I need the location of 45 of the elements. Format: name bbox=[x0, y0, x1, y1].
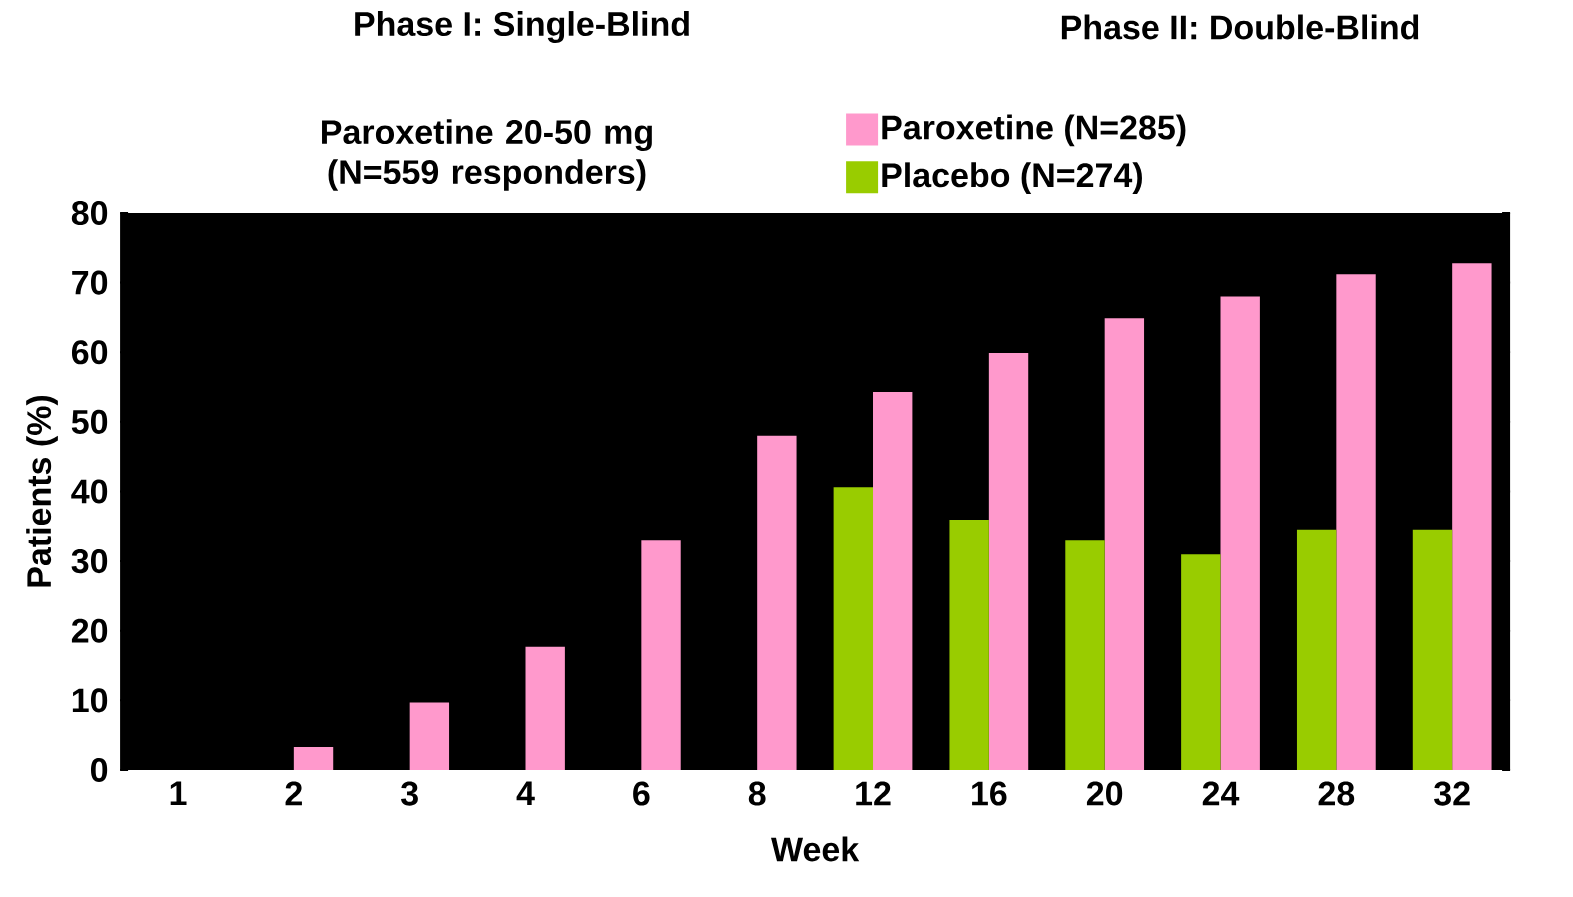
bar bbox=[525, 646, 565, 770]
bar bbox=[1104, 318, 1145, 770]
bar bbox=[988, 352, 1029, 770]
y-tick-label: 40 bbox=[71, 479, 108, 504]
text: Phase II: Double-Blind bbox=[1061, 14, 1419, 40]
y-tick-label: 30 bbox=[71, 549, 108, 574]
x-tick-label: 28 bbox=[1318, 781, 1355, 806]
y-tick-label: 20 bbox=[71, 618, 108, 643]
y-tick-label: 60 bbox=[71, 340, 108, 365]
x-tick-label: 8 bbox=[748, 781, 766, 806]
x-tick-label: 4 bbox=[516, 781, 535, 805]
x-tick-label: 32 bbox=[1434, 781, 1470, 806]
bar bbox=[1412, 529, 1453, 770]
y-axis-title: Patients (%) bbox=[26, 395, 58, 587]
x-tick-label: 6 bbox=[633, 781, 650, 806]
bar bbox=[293, 747, 334, 770]
y-tick-label: 10 bbox=[72, 688, 108, 713]
text: Phase I: Single-Blind bbox=[355, 11, 689, 43]
y-tick-label: 50 bbox=[71, 409, 108, 434]
bar bbox=[949, 520, 989, 770]
bar bbox=[1452, 263, 1492, 770]
x-tick-label: 20 bbox=[1086, 781, 1123, 806]
bar bbox=[1065, 540, 1105, 770]
x-tick-label: 1 bbox=[170, 781, 187, 805]
x-tick-label: 24 bbox=[1202, 781, 1240, 806]
x-tick-label: 3 bbox=[401, 781, 418, 806]
x-tick-label: 12 bbox=[856, 781, 891, 806]
bar bbox=[641, 540, 681, 770]
x-tick-label: 16 bbox=[972, 781, 1007, 806]
y-tick-label: 0 bbox=[90, 757, 108, 783]
bar bbox=[1181, 554, 1221, 770]
bar bbox=[873, 391, 913, 770]
legend-label: Placebo (N=274) bbox=[882, 162, 1142, 195]
y-tick-label: 80 bbox=[71, 200, 108, 226]
bar bbox=[1336, 274, 1376, 770]
legend-label: Paroxetine (N=285) bbox=[882, 114, 1186, 147]
x-axis-title: Week bbox=[771, 836, 860, 862]
text: Paroxetine 20-50 mg (N=559 responders) bbox=[322, 119, 652, 191]
bar bbox=[757, 435, 797, 770]
bar bbox=[1296, 529, 1337, 770]
bar bbox=[409, 702, 450, 770]
bar bbox=[1220, 296, 1260, 770]
y-tick-label: 70 bbox=[72, 270, 108, 295]
bar bbox=[833, 487, 874, 770]
x-tick-label: 2 bbox=[285, 781, 302, 806]
